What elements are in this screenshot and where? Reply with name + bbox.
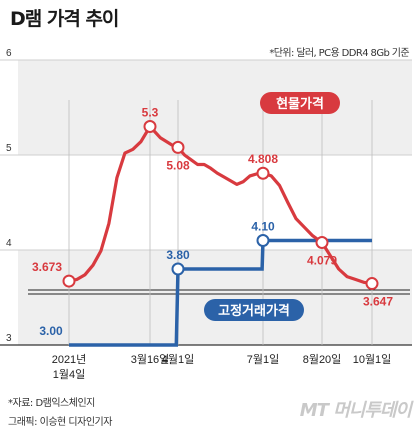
y-tick-label: 6 bbox=[6, 48, 12, 59]
point-spot bbox=[62, 274, 76, 288]
series-line-contract bbox=[69, 238, 372, 347]
data-label-spot: 5.08 bbox=[166, 158, 190, 172]
data-label-contract: 3.00 bbox=[39, 324, 63, 338]
x-tick-label: 1월4일 bbox=[53, 367, 85, 381]
data-label-spot: 4.808 bbox=[248, 152, 278, 166]
grid-band bbox=[18, 60, 412, 155]
data-label-spot: 4.079 bbox=[307, 253, 337, 267]
data-label-contract: 3.80 bbox=[166, 248, 190, 262]
y-tick-label: 5 bbox=[6, 143, 12, 154]
x-tick-label: 10월1일 bbox=[353, 352, 392, 366]
x-tick-label: 3월16일 bbox=[131, 352, 170, 366]
data-label-spot: 5.3 bbox=[142, 106, 159, 120]
point-contract bbox=[171, 262, 185, 276]
graphic-credit: 그래픽: 이승현 디자인기자 bbox=[8, 417, 112, 428]
point-spot bbox=[365, 277, 379, 291]
source-note: *자료: D램익스체인지 bbox=[8, 398, 95, 409]
unit-note: *단위: 달러, PC용 DDR4 8Gb 기준 bbox=[269, 48, 409, 59]
point-contract bbox=[256, 234, 270, 247]
data-label-contract: 4.10 bbox=[251, 220, 275, 234]
x-tick-label: 8월20일 bbox=[303, 352, 342, 366]
point-spot bbox=[171, 140, 185, 154]
x-tick-label: 4월1일 bbox=[162, 352, 194, 366]
publisher-logo: MT 머니투데이 bbox=[299, 400, 412, 421]
y-tick-label: 3 bbox=[6, 333, 12, 344]
series-name-contract: 고정거래가격 bbox=[218, 303, 290, 318]
point-spot bbox=[256, 166, 270, 180]
series-name-spot-box bbox=[260, 92, 340, 114]
y-tick-label: 4 bbox=[6, 238, 12, 249]
series-name-contract-box bbox=[204, 299, 304, 321]
data-label-spot: 3.673 bbox=[32, 260, 62, 274]
data-label-spot: 3.647 bbox=[363, 295, 393, 309]
point-spot bbox=[143, 120, 157, 133]
point-spot bbox=[315, 235, 329, 249]
chart-title: D램 가격 추이 bbox=[10, 8, 119, 30]
grid-band bbox=[18, 250, 412, 345]
x-tick-label: 7월1일 bbox=[247, 352, 279, 366]
series-name-spot: 현물가격 bbox=[276, 96, 324, 111]
x-tick-label: 2021년 bbox=[52, 353, 87, 366]
